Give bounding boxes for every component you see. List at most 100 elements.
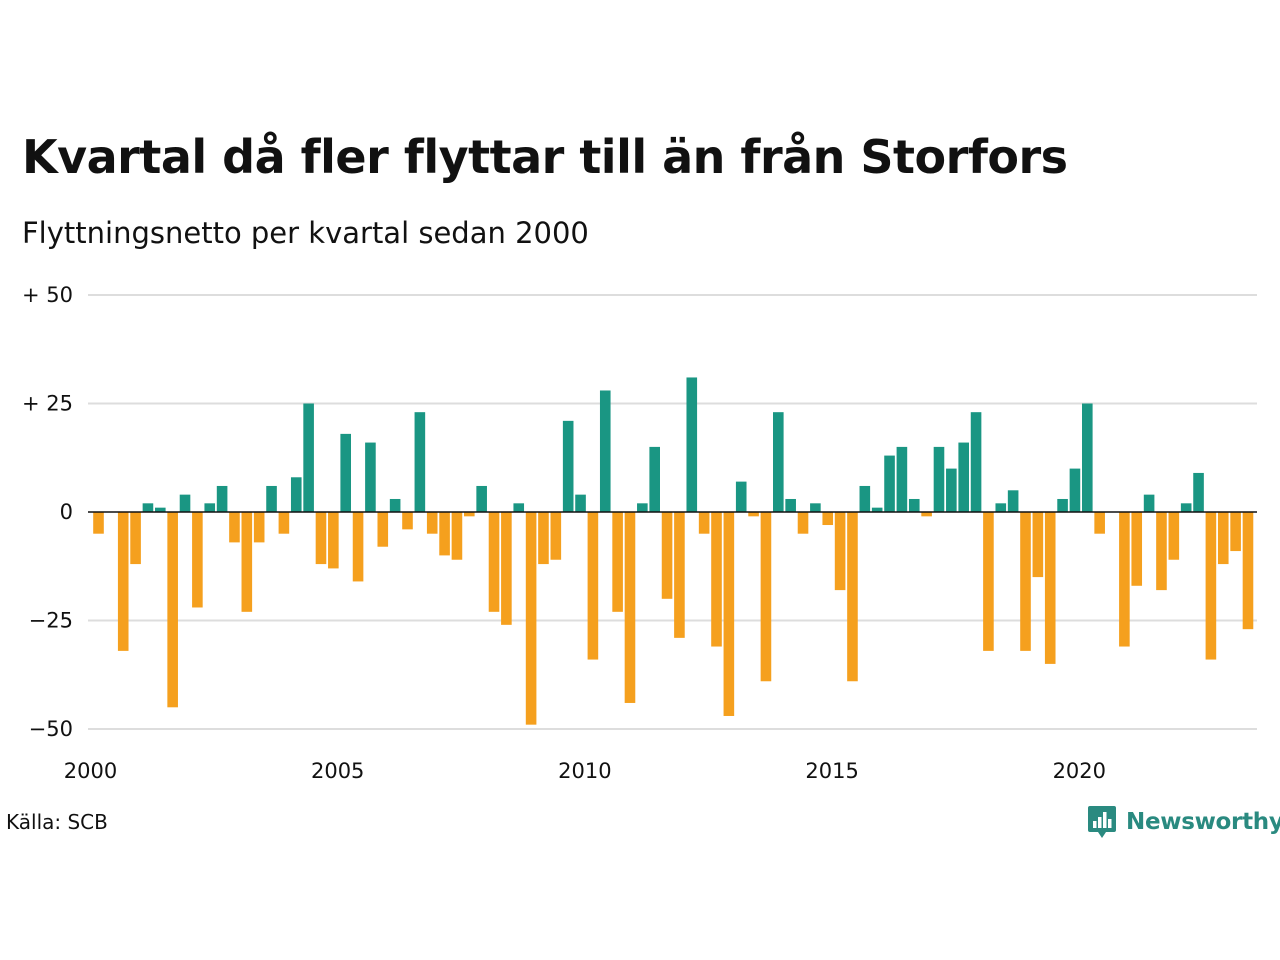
bar — [513, 503, 525, 512]
bar — [1131, 512, 1143, 586]
x-tick-label: 2015 — [805, 759, 858, 783]
bar — [290, 477, 302, 512]
x-tick-label: 2010 — [558, 759, 611, 783]
bar — [550, 512, 562, 560]
bar — [661, 512, 673, 599]
bar — [723, 512, 735, 716]
bar — [117, 512, 129, 651]
bar — [476, 485, 487, 512]
bar — [773, 412, 784, 512]
bar — [587, 512, 599, 660]
bar — [192, 512, 203, 608]
bar — [315, 512, 327, 565]
bar — [995, 503, 1007, 512]
bar — [451, 512, 463, 560]
brand-name: Newsworthy — [1126, 809, 1280, 835]
chart-title: Kvartal då fler flyttar till än från Sto… — [22, 130, 1068, 184]
bar — [599, 390, 611, 512]
bar — [1094, 512, 1105, 534]
x-tick-label: 2005 — [311, 759, 364, 783]
bar — [649, 446, 660, 512]
bar — [698, 512, 710, 534]
bar — [204, 503, 216, 512]
bar — [179, 494, 191, 512]
bar — [155, 507, 166, 512]
bar — [624, 512, 636, 703]
bar — [340, 433, 351, 512]
bar — [1168, 512, 1180, 560]
y-tick-label: 0 — [60, 500, 73, 524]
bars — [93, 377, 1254, 725]
source-note: Källa: SCB — [6, 810, 108, 834]
bar — [352, 512, 364, 582]
bar — [538, 512, 549, 565]
bar — [748, 512, 759, 517]
bar — [1230, 512, 1241, 552]
bar — [1242, 512, 1254, 630]
bar — [896, 446, 908, 512]
bar — [1044, 512, 1056, 664]
bar — [1180, 503, 1192, 512]
tick-labels: + 50 + 25 0 −25 −50 2000 2005 2010 2015 2020 — [22, 283, 1106, 783]
bar — [1082, 403, 1093, 512]
bar — [711, 512, 722, 647]
bar — [1032, 512, 1044, 578]
bar — [847, 512, 858, 682]
bar — [266, 485, 277, 512]
bar — [946, 468, 957, 512]
bar — [810, 503, 821, 512]
bar — [328, 512, 339, 569]
bar — [785, 498, 796, 512]
bar — [130, 512, 141, 565]
bar — [303, 403, 314, 512]
chart-subtitle: Flyttningsnetto per kvartal sedan 2000 — [22, 216, 589, 250]
bar — [686, 377, 698, 512]
brand-logo: Newsworthy — [1087, 804, 1280, 840]
bar — [760, 512, 772, 682]
bar — [488, 512, 500, 612]
bar — [1156, 512, 1167, 591]
bar — [797, 512, 809, 534]
bar — [439, 512, 450, 556]
bar — [142, 503, 154, 512]
bar — [921, 512, 932, 517]
bar — [575, 494, 586, 512]
bar — [1205, 512, 1217, 660]
bar — [93, 512, 104, 534]
bar — [1193, 472, 1204, 512]
y-tick-label: + 25 — [22, 392, 73, 416]
bar — [216, 485, 228, 512]
bar — [501, 512, 512, 625]
bar — [933, 446, 945, 512]
bar — [1020, 512, 1031, 651]
newsworthy-logo-icon — [1088, 806, 1116, 838]
bar — [365, 442, 376, 512]
bar — [822, 512, 834, 526]
bar — [426, 512, 438, 534]
bar — [612, 512, 623, 612]
bar — [278, 512, 290, 534]
bar — [389, 498, 401, 512]
bar — [241, 512, 253, 612]
bar — [884, 455, 895, 512]
bar — [253, 512, 265, 543]
bar — [1143, 494, 1155, 512]
bar — [958, 442, 969, 512]
bar — [377, 512, 389, 547]
bar — [1119, 512, 1130, 647]
bar — [908, 498, 920, 512]
bar — [562, 420, 574, 512]
bar — [637, 503, 648, 512]
y-tick-label: −50 — [29, 717, 73, 741]
bar — [674, 512, 685, 638]
y-tick-label: −25 — [29, 609, 73, 633]
bar — [1057, 498, 1068, 512]
bar — [1217, 512, 1229, 565]
bar — [414, 412, 426, 512]
bar — [167, 512, 178, 708]
bar — [834, 512, 846, 591]
bar — [1069, 468, 1081, 512]
y-tick-label: + 50 — [22, 283, 73, 307]
bar — [402, 512, 413, 530]
